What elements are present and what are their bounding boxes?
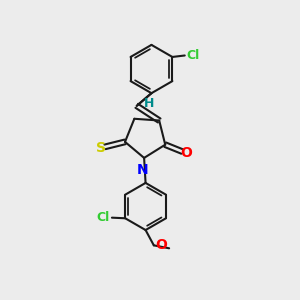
Text: O: O — [180, 146, 192, 160]
Text: H: H — [144, 97, 154, 110]
Text: Cl: Cl — [187, 49, 200, 62]
Text: O: O — [155, 238, 167, 252]
Text: S: S — [96, 141, 106, 155]
Text: N: N — [137, 163, 148, 177]
Text: Cl: Cl — [97, 211, 110, 224]
